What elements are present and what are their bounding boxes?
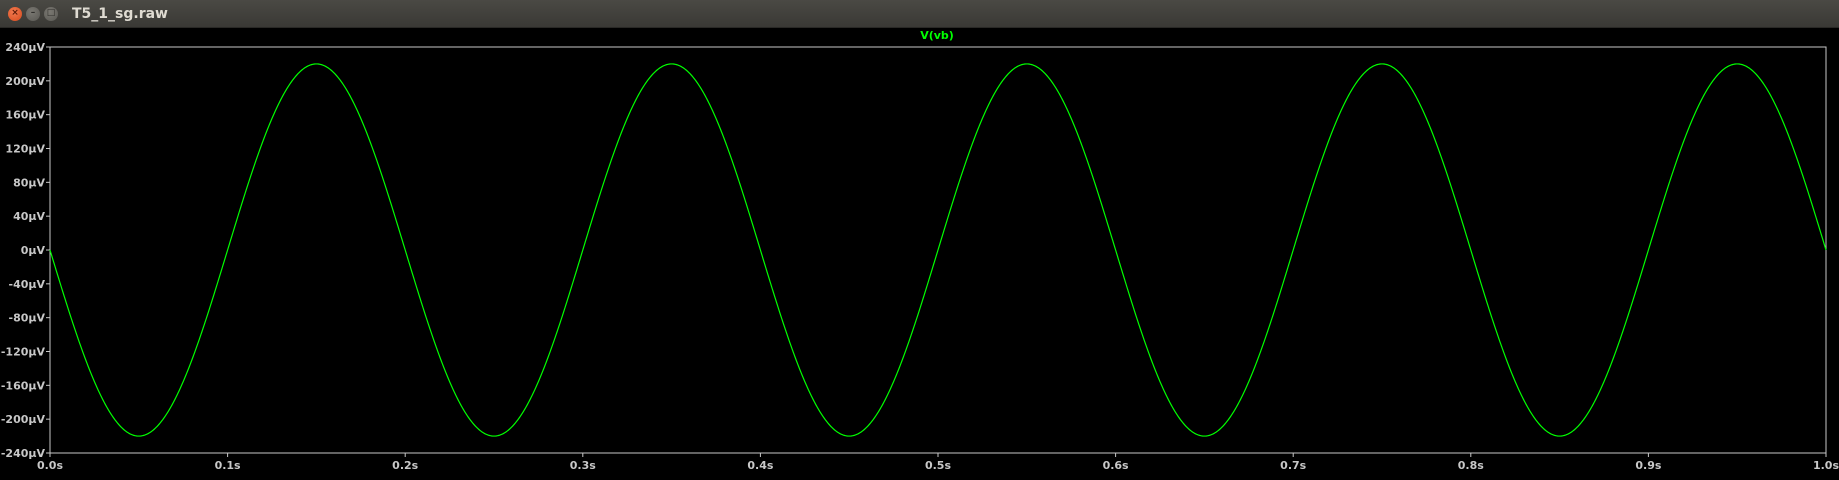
waveform-chart[interactable]: 240µV 200µV 160µV 120µV 80µV 40µV 0µV -40µV -80µ…: [0, 28, 1839, 480]
y-tick-label: 40µV: [13, 210, 45, 223]
trace-line: [49, 63, 1827, 437]
minimize-icon[interactable]: –: [26, 6, 40, 21]
y-tick-label: -160µV: [1, 379, 46, 392]
x-tick-label: 0.3s: [570, 459, 596, 472]
chart-title[interactable]: V(vb): [920, 29, 954, 42]
title-bar: × – □ T5_1_sg.raw: [0, 0, 1839, 28]
plot-pane[interactable]: [0, 28, 1839, 480]
y-tick-label: 120µV: [5, 143, 45, 156]
x-tick-label: 0.6s: [1103, 459, 1129, 472]
y-tick-label: -200µV: [1, 413, 46, 426]
x-tick-label: 0.2s: [392, 459, 418, 472]
y-tick-label: -40µV: [9, 278, 46, 291]
x-tick-label: 0.8s: [1458, 459, 1484, 472]
x-tick-label: 0.9s: [1635, 459, 1661, 472]
x-tick-label: 0.5s: [925, 459, 951, 472]
y-tick-label: 200µV: [5, 75, 45, 88]
y-tick-label: 240µV: [5, 41, 45, 54]
x-tick-label: 0.1s: [215, 459, 241, 472]
x-tick-label: 1.0s: [1813, 459, 1839, 472]
y-tick-label: 0µV: [21, 244, 46, 257]
maximize-icon[interactable]: □: [44, 6, 58, 21]
window-controls: × – □: [8, 6, 58, 21]
y-tick-label: -80µV: [9, 312, 46, 325]
y-tick-label: 80µV: [13, 176, 45, 189]
y-axis-ticks: 240µV 200µV 160µV 120µV 80µV 40µV 0µV -40µV -80µ…: [1, 41, 50, 460]
traces: [49, 63, 1827, 437]
y-tick-label: -240µV: [1, 447, 46, 460]
window-title: T5_1_sg.raw: [72, 5, 168, 22]
x-tick-label: 0.7s: [1280, 459, 1306, 472]
y-tick-label: -120µV: [1, 346, 46, 359]
x-tick-label: 0.4s: [747, 459, 773, 472]
x-axis-ticks: 0.0s 0.1s 0.2s 0.3s 0.4s 0.5s 0.6s 0.7s 0.8s 0.9s…: [37, 453, 1839, 472]
close-icon[interactable]: ×: [8, 6, 22, 21]
x-tick-label: 0.0s: [37, 459, 63, 472]
y-tick-label: 160µV: [5, 109, 45, 122]
